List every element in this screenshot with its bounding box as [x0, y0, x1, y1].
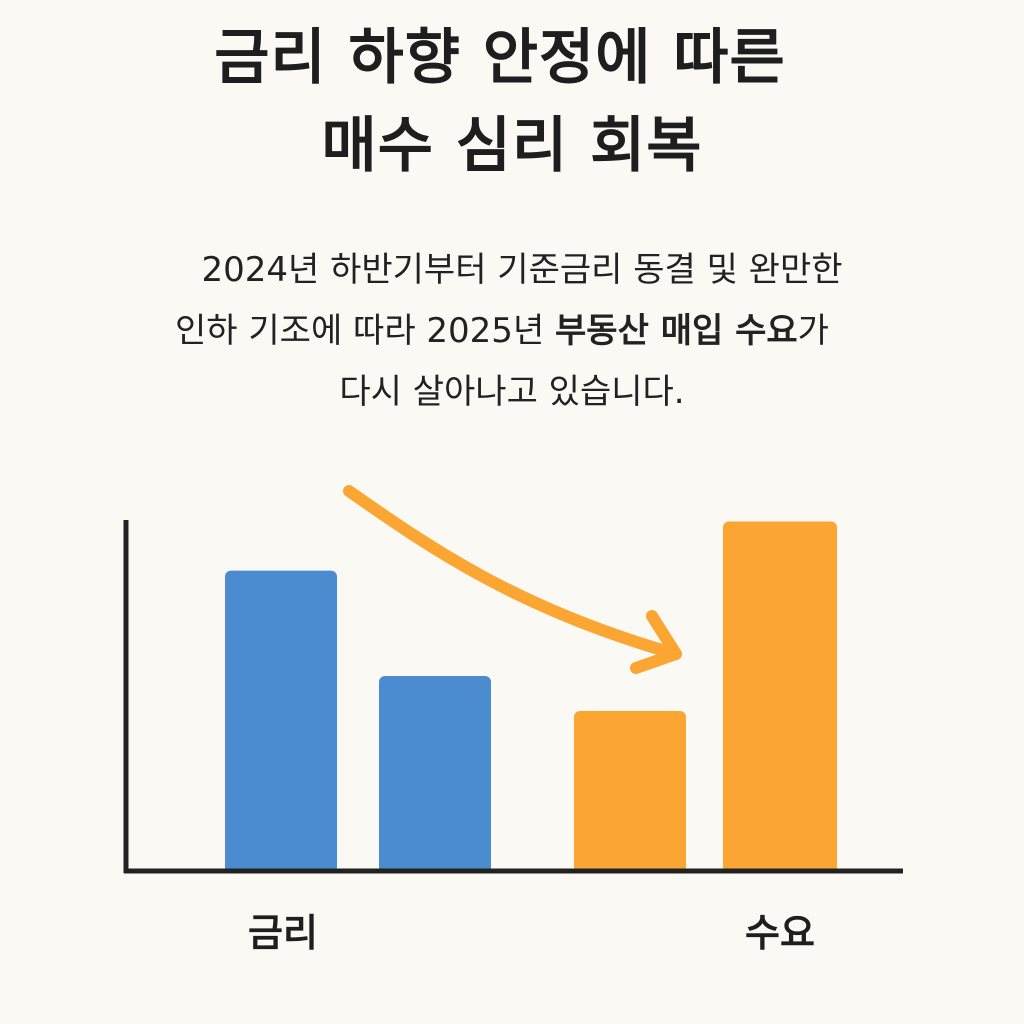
demand-bar-1	[574, 711, 686, 873]
category-label-demand: 수요	[745, 911, 815, 955]
description: 2024년 하반기부터 기준금리 동결 및 완만한 인하 기조에 따라 2025…	[0, 240, 1024, 423]
demand-bar-2	[723, 521, 837, 873]
title-line-1: 금리 하향 안정에 따른	[214, 23, 786, 93]
category-label-rate: 금리	[248, 911, 318, 955]
trend-arrow-head	[630, 610, 682, 674]
trend-arrow-curve	[343, 485, 682, 660]
chart-bars	[225, 521, 837, 873]
title-line-2: 매수 심리 회복	[321, 111, 703, 181]
description-line-2-start: 인하 기조에 따라 2025년	[175, 311, 556, 351]
description-highlight: 부동산 매입 수요	[555, 311, 798, 351]
description-line-3: 다시 살아나고 있습니다.	[339, 372, 685, 412]
description-line-2-end: 가	[797, 311, 829, 351]
page-title: 금리 하향 안정에 따른 매수 심리 회복	[0, 14, 1024, 190]
rate-bar-1	[225, 570, 337, 873]
description-line-1: 2024년 하반기부터 기준금리 동결 및 완만한	[201, 250, 843, 290]
rate-bar-2	[379, 675, 491, 873]
description-line-2: 인하 기조에 따라 2025년 부동산 매입 수요가	[0, 301, 1024, 362]
